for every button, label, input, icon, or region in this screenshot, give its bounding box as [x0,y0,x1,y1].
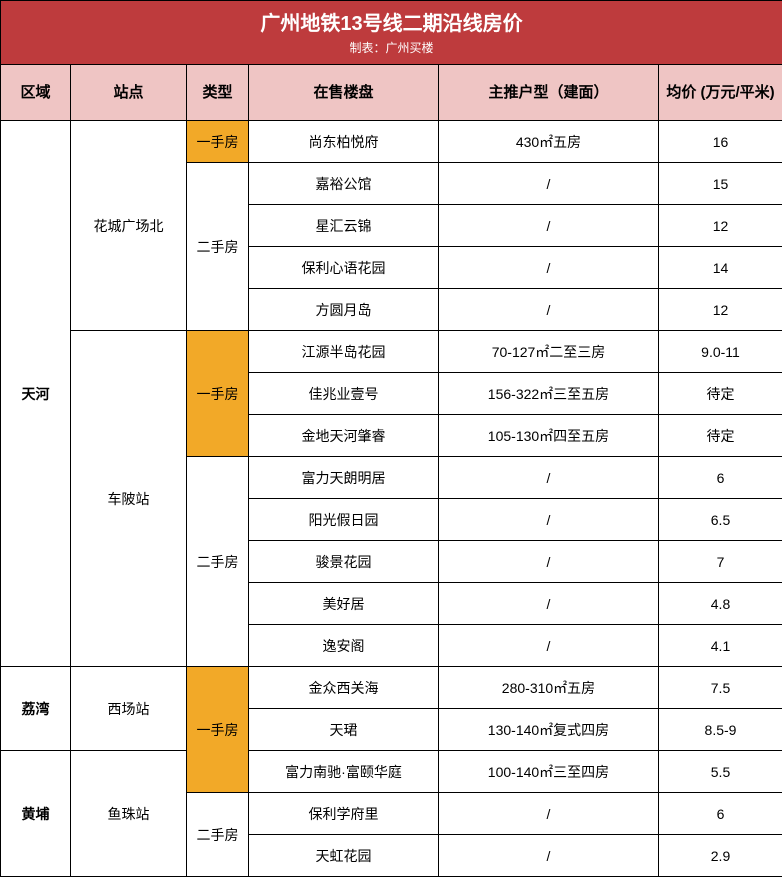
cell-station: 车陂站 [71,331,187,667]
cell-price: 16 [659,121,782,163]
cell-unit: / [439,499,659,541]
cell-unit: / [439,205,659,247]
cell-unit: 130-140㎡复式四房 [439,709,659,751]
table-subtitle: 制表：广州买楼 [1,40,782,57]
cell-station: 鱼珠站 [71,751,187,877]
cell-unit: 70-127㎡二至三房 [439,331,659,373]
cell-project: 金地天河肇睿 [249,415,439,457]
cell-region: 荔湾 [1,667,71,751]
cell-price: 9.0-11 [659,331,782,373]
cell-type: 一手房 [187,121,249,163]
cell-project: 江源半岛花园 [249,331,439,373]
cell-region: 天河 [1,121,71,667]
table-row: 荔湾西场站一手房金众西关海280-310㎡五房7.5 [1,667,782,709]
table-row: 天河花城广场北一手房尚东柏悦府430㎡五房16 [1,121,782,163]
price-table: 广州地铁13号线二期沿线房价 制表：广州买楼 区域 站点 类型 在售楼盘 主推户… [0,0,782,877]
cell-project: 佳兆业壹号 [249,373,439,415]
cell-station: 花城广场北 [71,121,187,331]
cell-price: 4.1 [659,625,782,667]
cell-project: 阳光假日园 [249,499,439,541]
cell-unit: / [439,625,659,667]
cell-project: 保利心语花园 [249,247,439,289]
cell-price: 待定 [659,415,782,457]
cell-type: 一手房 [187,331,249,457]
table-body: 天河花城广场北一手房尚东柏悦府430㎡五房16二手房嘉裕公馆/15星汇云锦/12… [1,121,782,877]
cell-price: 8.5-9 [659,709,782,751]
cell-type: 二手房 [187,457,249,667]
table-row: 黄埔鱼珠站富力南驰·富颐华庭100-140㎡三至四房5.5 [1,751,782,793]
col-project: 在售楼盘 [249,65,439,121]
cell-price: 7 [659,541,782,583]
col-type: 类型 [187,65,249,121]
cell-price: 5.5 [659,751,782,793]
col-price: 均价 (万元/平米) [659,65,782,121]
cell-price: 待定 [659,373,782,415]
cell-region: 黄埔 [1,751,71,877]
cell-price: 7.5 [659,667,782,709]
cell-price: 14 [659,247,782,289]
cell-unit: / [439,247,659,289]
cell-project: 天珺 [249,709,439,751]
cell-station: 西场站 [71,667,187,751]
cell-price: 15 [659,163,782,205]
cell-unit: 430㎡五房 [439,121,659,163]
cell-price: 12 [659,289,782,331]
cell-type: 一手房 [187,667,249,793]
cell-project: 方圆月岛 [249,289,439,331]
cell-project: 逸安阁 [249,625,439,667]
cell-price: 6 [659,793,782,835]
cell-unit: / [439,793,659,835]
cell-unit: 105-130㎡四至五房 [439,415,659,457]
col-region: 区域 [1,65,71,121]
cell-type: 二手房 [187,163,249,331]
cell-price: 4.8 [659,583,782,625]
cell-project: 富力天朗明居 [249,457,439,499]
cell-project: 星汇云锦 [249,205,439,247]
cell-price: 6 [659,457,782,499]
table-row: 车陂站一手房江源半岛花园70-127㎡二至三房9.0-11 [1,331,782,373]
cell-project: 金众西关海 [249,667,439,709]
col-station: 站点 [71,65,187,121]
cell-project: 嘉裕公馆 [249,163,439,205]
cell-unit: 280-310㎡五房 [439,667,659,709]
cell-price: 2.9 [659,835,782,877]
table-title: 广州地铁13号线二期沿线房价 [1,10,782,38]
cell-unit: 100-140㎡三至四房 [439,751,659,793]
title-row: 广州地铁13号线二期沿线房价 制表：广州买楼 [1,1,782,65]
cell-project: 保利学府里 [249,793,439,835]
cell-unit: 156-322㎡三至五房 [439,373,659,415]
cell-project: 骏景花园 [249,541,439,583]
cell-unit: / [439,583,659,625]
col-unit: 主推户型（建面） [439,65,659,121]
cell-unit: / [439,835,659,877]
cell-type: 二手房 [187,793,249,877]
cell-project: 尚东柏悦府 [249,121,439,163]
cell-project: 富力南驰·富颐华庭 [249,751,439,793]
cell-price: 6.5 [659,499,782,541]
header-row: 区域 站点 类型 在售楼盘 主推户型（建面） 均价 (万元/平米) [1,65,782,121]
cell-unit: / [439,289,659,331]
cell-project: 天虹花园 [249,835,439,877]
cell-project: 美好居 [249,583,439,625]
cell-price: 12 [659,205,782,247]
cell-unit: / [439,163,659,205]
cell-unit: / [439,541,659,583]
cell-unit: / [439,457,659,499]
